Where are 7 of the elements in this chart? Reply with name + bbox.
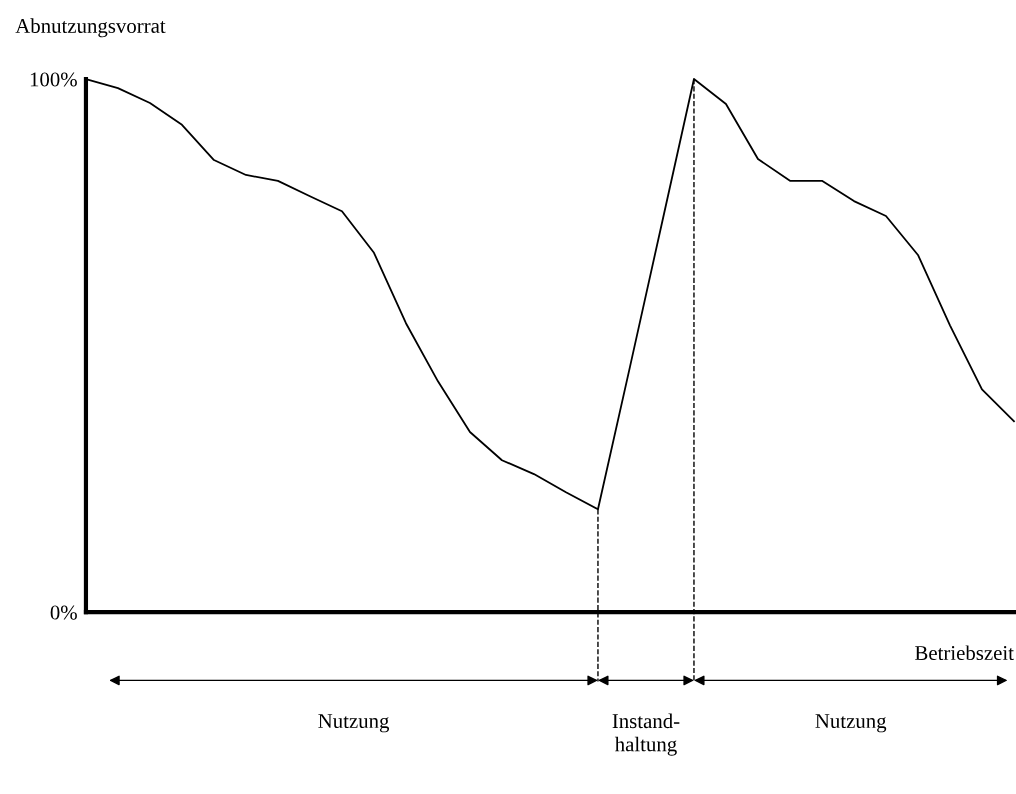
y-tick-label: 100% bbox=[30, 72, 77, 87]
text: Instand- haltung bbox=[612, 713, 680, 756]
y-axis-title: Abnutzungsvorrat bbox=[15, 18, 166, 38]
text: Nutzung bbox=[318, 714, 390, 733]
y-tick-label: 0% bbox=[50, 605, 77, 620]
text: Nutzung bbox=[815, 714, 887, 733]
x-axis-title: Betriebszeit bbox=[915, 645, 1014, 661]
